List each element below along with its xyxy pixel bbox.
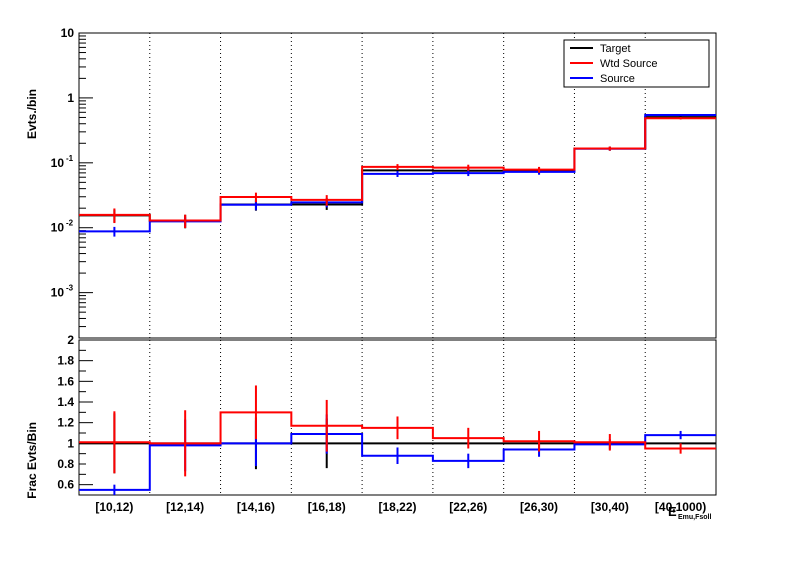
bottom-y-tick-label: 1.2: [57, 416, 74, 430]
top-y-tick-label: 10: [61, 26, 75, 40]
top-y-axis-title: Evts./bin: [25, 89, 39, 139]
bottom-y-axis-title: Frac Evts/Bin: [25, 422, 39, 499]
x-tick-label: [40,1000): [655, 500, 706, 514]
bottom-plot-frame: [78, 339, 717, 496]
top-y-tick-label-exponent: -2: [66, 219, 74, 228]
bottom-series-wtd-source: [79, 385, 716, 477]
x-tick-label: [14,16): [237, 500, 275, 514]
top-y-tick-label: 10: [51, 156, 65, 170]
top-y-tick-label-exponent: -1: [66, 154, 74, 163]
bottom-y-tick-label: 1.4: [57, 395, 74, 409]
x-tick-label: [22,26): [449, 500, 487, 514]
x-axis-title-subscript: Emu,Fsoll: [678, 514, 712, 521]
x-tick-label: [12,14): [166, 500, 204, 514]
x-tick-label: [18,22): [378, 500, 416, 514]
bottom-y-tick-label: 1.8: [57, 354, 74, 368]
x-tick-label: [10,12): [95, 500, 133, 514]
legend-label-source: Source: [600, 73, 635, 85]
bottom-y-tick-label: 0.8: [57, 457, 74, 471]
x-tick-label: [30,40): [591, 500, 629, 514]
top-series-wtd-source: [79, 117, 716, 229]
legend-label-wtd-source: Wtd Source: [600, 58, 657, 70]
top-plot-frame: [78, 32, 717, 339]
x-axis: [10,12) [12,14) [14,16) [16,18) [18,22) [22,2…: [95, 500, 706, 514]
legend-label-target: Target: [600, 43, 631, 55]
x-axis-title: E: [668, 504, 677, 519]
top-y-tick-label-exponent: -3: [66, 284, 74, 293]
top-y-tick-label: 10: [51, 286, 65, 300]
bottom-y-axis: 0.6 0.8 1 1.2 1.4 1.6 1.8 2: [57, 333, 93, 496]
top-series-group: [79, 114, 716, 237]
bottom-y-tick-label: 1.6: [57, 374, 74, 388]
bottom-y-tick-label: 1: [67, 436, 74, 450]
x-tick-label: [26,30): [520, 500, 558, 514]
bottom-y-tick-label: 2: [67, 333, 74, 347]
bottom-y-tick-label: 0.6: [57, 478, 74, 492]
legend: Target Wtd Source Source: [563, 39, 710, 88]
x-tick-label: [16,18): [308, 500, 346, 514]
bottom-series-group: [79, 385, 716, 495]
top-y-tick-label: 10: [51, 221, 65, 235]
top-y-tick-label: 1: [67, 91, 74, 105]
